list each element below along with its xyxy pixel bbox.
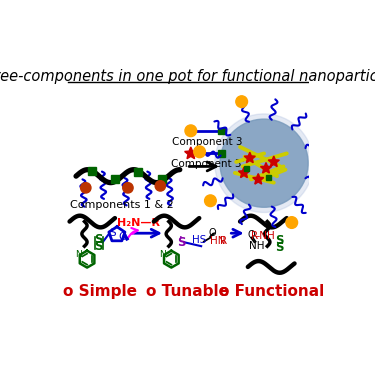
Text: Three-components in one pot for functional nanoparticles: Three-components in one pot for function…: [0, 69, 375, 84]
Bar: [266, 175, 271, 180]
Text: S: S: [275, 234, 283, 248]
Text: o Functional: o Functional: [219, 284, 324, 299]
Text: NH: NH: [249, 240, 264, 250]
Text: o Simple: o Simple: [63, 284, 137, 299]
Text: O: O: [247, 230, 255, 240]
Circle shape: [194, 146, 206, 158]
Circle shape: [205, 195, 216, 207]
Text: o Tunable: o Tunable: [146, 284, 229, 299]
Text: S: S: [110, 228, 116, 238]
Bar: [111, 175, 119, 183]
Text: Component 3': Component 3': [171, 159, 244, 170]
Text: Components 1 & 2: Components 1 & 2: [69, 200, 173, 210]
Bar: [218, 150, 225, 157]
Text: O: O: [118, 232, 126, 242]
Text: HS: HS: [192, 235, 206, 245]
Text: S: S: [177, 236, 186, 249]
Text: –NH: –NH: [255, 231, 276, 242]
Text: HN: HN: [210, 236, 225, 246]
Polygon shape: [238, 167, 249, 178]
Polygon shape: [268, 156, 279, 166]
Text: N: N: [75, 250, 82, 259]
Circle shape: [81, 183, 91, 193]
Circle shape: [312, 120, 324, 132]
Circle shape: [123, 183, 133, 193]
Polygon shape: [244, 152, 255, 163]
Circle shape: [155, 181, 165, 191]
Polygon shape: [184, 147, 197, 159]
Bar: [244, 166, 249, 171]
Circle shape: [220, 119, 308, 207]
Circle shape: [215, 114, 314, 213]
Circle shape: [185, 125, 196, 136]
Text: R: R: [220, 236, 227, 246]
Bar: [158, 175, 166, 183]
Text: N: N: [159, 250, 166, 259]
Text: S: S: [275, 241, 283, 254]
Bar: [218, 128, 225, 134]
Text: H₂N—R: H₂N—R: [117, 219, 160, 228]
Text: S: S: [94, 240, 103, 253]
Text: R: R: [251, 231, 258, 242]
Polygon shape: [261, 162, 272, 173]
Circle shape: [236, 96, 248, 108]
Text: S: S: [94, 233, 103, 246]
Circle shape: [286, 217, 298, 228]
Bar: [88, 167, 96, 175]
Circle shape: [321, 174, 333, 186]
Polygon shape: [253, 174, 264, 184]
Text: Component 3: Component 3: [172, 137, 243, 147]
Bar: [134, 168, 141, 176]
Text: O: O: [209, 228, 216, 238]
